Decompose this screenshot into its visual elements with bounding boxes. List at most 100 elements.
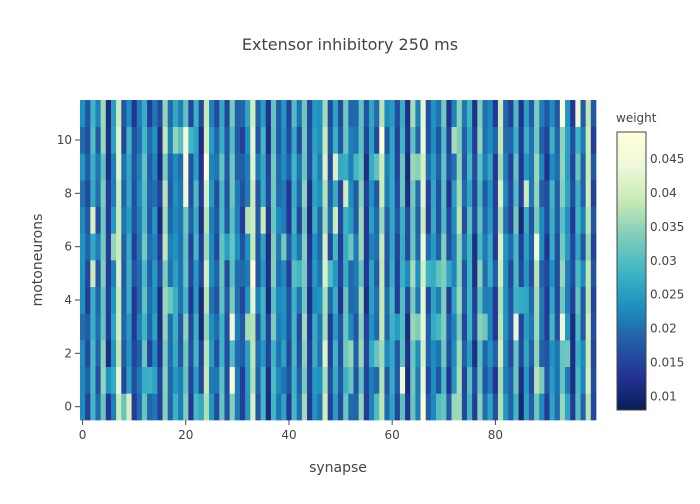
heatmap-cell <box>219 393 225 421</box>
heatmap-cell <box>492 286 499 314</box>
heatmap-cell <box>167 393 174 421</box>
heatmap-cell <box>214 153 220 181</box>
heatmap-cell <box>147 393 153 421</box>
heatmap-cell <box>379 286 385 314</box>
heatmap-cell <box>513 206 519 234</box>
heatmap-cell <box>451 126 458 154</box>
heatmap-cell <box>209 206 215 234</box>
heatmap-cell <box>260 260 267 288</box>
heatmap-cell <box>110 340 117 368</box>
heatmap-cell <box>394 260 401 288</box>
heatmap-cell <box>338 126 344 154</box>
heatmap-cell <box>291 233 298 261</box>
heatmap-cell <box>565 340 571 368</box>
heatmap-cell <box>477 206 483 234</box>
heatmap-cell <box>363 313 370 341</box>
heatmap-cell <box>136 366 143 394</box>
heatmap-cell <box>585 313 592 341</box>
heatmap-cell <box>353 126 359 154</box>
heatmap-cell <box>482 340 488 368</box>
colorbar-tick-label: 0.04 <box>650 186 677 200</box>
heatmap-cell <box>492 233 499 261</box>
heatmap-cell <box>188 260 194 288</box>
heatmap-cell <box>188 340 194 368</box>
heatmap-cell <box>348 340 354 368</box>
heatmap-cell <box>549 286 556 314</box>
heatmap-cell <box>198 286 205 314</box>
heatmap-cell <box>162 126 169 154</box>
heatmap-cell <box>301 100 308 128</box>
heatmap-cell <box>399 180 406 208</box>
heatmap-cell <box>492 366 499 394</box>
heatmap-cell <box>523 366 530 394</box>
heatmap-cell <box>183 366 189 394</box>
heatmap-cell <box>570 393 576 421</box>
heatmap-cell <box>368 126 375 154</box>
heatmap-cell <box>307 206 313 234</box>
heatmap-cell <box>559 286 566 314</box>
heatmap-cell <box>441 126 447 154</box>
heatmap-cell <box>410 286 416 314</box>
heatmap-cell <box>394 206 401 234</box>
heatmap-cell <box>528 153 535 181</box>
heatmap-cell <box>281 313 287 341</box>
heatmap-cell <box>394 100 401 128</box>
heatmap-cell <box>461 366 468 394</box>
heatmap-cell <box>167 206 174 234</box>
heatmap-cell <box>539 260 545 288</box>
heatmap-cell <box>234 153 241 181</box>
heatmap-cell <box>141 153 148 181</box>
heatmap-cell <box>193 100 200 128</box>
heatmap-cell <box>343 233 349 261</box>
heatmap-cell <box>554 393 561 421</box>
heatmap-cell <box>317 233 323 261</box>
heatmap-cell <box>281 153 287 181</box>
heatmap-cell <box>467 153 473 181</box>
heatmap-cell <box>152 313 158 341</box>
heatmap-cell <box>467 100 473 128</box>
heatmap-cell <box>234 393 241 421</box>
heatmap-cell <box>312 153 318 181</box>
heatmap-cell <box>167 233 174 261</box>
heatmap-cell <box>425 393 432 421</box>
heatmap-cell <box>590 206 597 234</box>
heatmap-cell <box>219 180 225 208</box>
heatmap-cell <box>580 233 587 261</box>
heatmap-cell <box>286 286 292 314</box>
heatmap-cell <box>580 260 587 288</box>
heatmap-cell <box>229 340 236 368</box>
heatmap-cell <box>80 233 86 261</box>
x-tick-label: 40 <box>281 428 296 442</box>
heatmap-cell <box>131 340 138 368</box>
heatmap-cell <box>353 313 359 341</box>
heatmap-cell <box>554 366 561 394</box>
heatmap-cell <box>534 340 540 368</box>
heatmap-cell <box>250 313 256 341</box>
heatmap-cell <box>585 366 592 394</box>
heatmap-cell <box>436 366 442 394</box>
heatmap-cell <box>178 180 184 208</box>
heatmap-cell <box>410 153 416 181</box>
heatmap-cell <box>209 100 215 128</box>
heatmap-cell <box>291 153 298 181</box>
heatmap-cell <box>131 153 138 181</box>
heatmap-cell <box>312 260 318 288</box>
heatmap-cell <box>152 153 158 181</box>
heatmap-cell <box>436 393 442 421</box>
heatmap-cell <box>399 313 406 341</box>
heatmap-cell <box>260 366 267 394</box>
heatmap-cell <box>518 313 525 341</box>
heatmap-cell <box>508 126 514 154</box>
heatmap-cell <box>518 393 525 421</box>
heatmap-cell <box>384 393 390 421</box>
heatmap-cell <box>301 126 308 154</box>
heatmap-cell <box>441 286 447 314</box>
heatmap-cell <box>327 393 334 421</box>
heatmap-cell <box>172 233 179 261</box>
heatmap-cell <box>508 313 514 341</box>
heatmap-cell <box>95 180 101 208</box>
heatmap-cell <box>209 340 215 368</box>
heatmap-cell <box>544 286 550 314</box>
heatmap-cell <box>214 393 220 421</box>
heatmap-cell <box>565 153 571 181</box>
